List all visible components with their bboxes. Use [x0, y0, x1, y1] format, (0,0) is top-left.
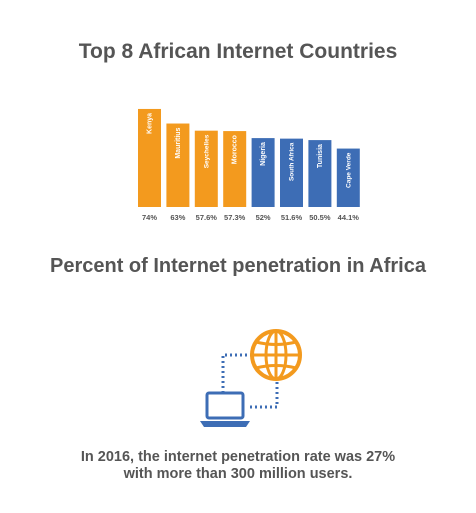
laptop-icon: [200, 391, 250, 427]
category-label: Morocco: [232, 135, 239, 164]
value-label: 74%: [142, 213, 157, 222]
value-label: 50.5%: [309, 213, 331, 222]
category-label: Mauritius: [175, 127, 182, 158]
connector-dots: [221, 353, 279, 409]
value-label: 57.3%: [224, 213, 246, 222]
category-label: Kenya: [147, 113, 154, 134]
category-label: Nigeria: [260, 142, 267, 166]
value-label: 51.6%: [281, 213, 303, 222]
bar-cape-verde: [336, 148, 360, 207]
value-label: 52%: [256, 213, 271, 222]
value-label: 57.6%: [196, 213, 218, 222]
caption-line-1: In 2016, the internet penetration rate w…: [80, 449, 396, 465]
chart-title: Top 8 African Internet Countries: [78, 40, 398, 63]
value-label: 44.1%: [338, 213, 360, 222]
bar-chart: Kenya 74% Mauritius 63% Seychelles 57.6% Moroc…: [138, 108, 360, 222]
category-label: Seychelles: [203, 134, 210, 168]
value-label: 63%: [170, 213, 185, 222]
bar-tunisia: [308, 140, 332, 207]
category-label: Tunisia: [317, 144, 324, 168]
network-illustration: [200, 329, 302, 427]
section-title: Percent of Internet penetration in Afric…: [50, 255, 426, 277]
category-label: Cape Verde: [345, 152, 352, 188]
category-label: South Africa: [289, 142, 296, 181]
bar-morocco: [223, 131, 247, 207]
globe-icon: [250, 329, 302, 381]
bar-seychelles: [194, 130, 218, 207]
bar-kenya: [138, 108, 161, 207]
bar-south-africa: [280, 138, 303, 207]
caption-line-2: with more than 300 million users.: [123, 466, 353, 482]
bar-mauritius: [166, 123, 190, 207]
bar-nigeria: [251, 138, 275, 207]
